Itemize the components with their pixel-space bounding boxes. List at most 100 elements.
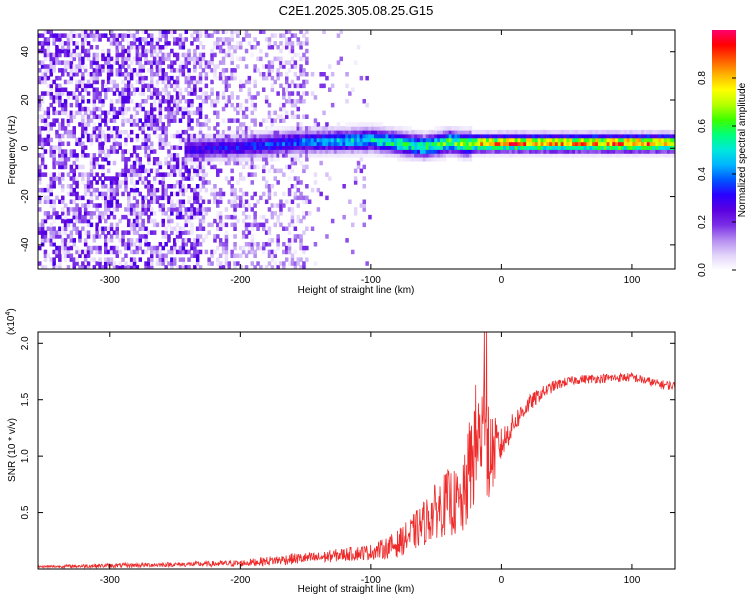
spectrogram-cell bbox=[322, 129, 326, 135]
snr-y-tick-label: 2.0 bbox=[20, 336, 31, 350]
spectrogram-cell bbox=[129, 60, 134, 65]
spectrogram-cell bbox=[523, 137, 527, 143]
spectrogram-cell bbox=[161, 176, 165, 181]
spectrogram-cell bbox=[144, 110, 148, 116]
spectrogram-cell bbox=[138, 257, 142, 262]
spectrogram-cell bbox=[540, 145, 545, 150]
spectrogram-cell bbox=[75, 102, 79, 108]
spectrogram-cell bbox=[509, 145, 513, 150]
spectrogram-cell bbox=[589, 129, 593, 135]
spectrogram-cell bbox=[158, 106, 163, 112]
spectrogram-cell bbox=[557, 137, 562, 143]
spectrogram-cell bbox=[224, 214, 229, 220]
spectrogram-cell bbox=[293, 60, 298, 65]
spectrogram-cell bbox=[52, 106, 56, 112]
spectrogram-cell bbox=[241, 230, 246, 235]
spectrogram-cell bbox=[49, 153, 53, 158]
spectrogram-cell bbox=[104, 242, 108, 247]
spectrogram-cell bbox=[61, 230, 65, 235]
spectrogram-cell bbox=[46, 199, 51, 204]
spectrogram-cell bbox=[262, 226, 266, 231]
spectrogram-cell bbox=[58, 184, 62, 189]
spectrogram-cell bbox=[207, 133, 211, 139]
spectrogram-cell bbox=[210, 102, 214, 108]
spectrogram-cell bbox=[299, 126, 303, 131]
spectrogram-cell bbox=[353, 180, 358, 185]
spectrogram-cell bbox=[408, 126, 412, 131]
spectrogram-cell bbox=[506, 133, 510, 139]
spectrogram-cell bbox=[132, 265, 137, 269]
spectrogram-cell bbox=[63, 164, 68, 170]
spectrogram-cell bbox=[241, 153, 246, 158]
spectrogram-cell bbox=[460, 133, 464, 139]
spectrogram-cell bbox=[190, 222, 194, 228]
spectrogram-cell bbox=[40, 145, 45, 150]
spectrogram-cell bbox=[227, 145, 231, 150]
spectrogram-cell bbox=[152, 218, 157, 224]
spectrogram-cell bbox=[75, 195, 79, 201]
spectrogram-cell bbox=[195, 214, 200, 220]
spectrogram-cell bbox=[63, 87, 68, 92]
spectrogram-cell bbox=[293, 265, 298, 269]
spectrogram-cell bbox=[49, 226, 53, 231]
spectrogram-cell bbox=[141, 126, 145, 131]
spectrogram-cell bbox=[282, 118, 286, 123]
spectrogram-cell bbox=[86, 33, 91, 38]
spectrogram-cell bbox=[204, 122, 209, 127]
spectrogram-cell bbox=[316, 137, 321, 143]
spectrogram-cell bbox=[621, 133, 625, 139]
spectrogram-cell bbox=[89, 60, 94, 65]
spectrogram-cell bbox=[150, 60, 154, 65]
spectrogram-cell bbox=[586, 133, 590, 139]
spectrogram-cell bbox=[428, 137, 433, 143]
spectrogram-cell bbox=[109, 191, 114, 197]
spectrogram-cell bbox=[480, 145, 484, 150]
spectrogram-cell bbox=[138, 64, 142, 69]
spectrogram-cell bbox=[181, 37, 186, 42]
spectrogram-cell bbox=[313, 133, 318, 139]
spectrogram-cell bbox=[595, 141, 599, 146]
spectrogram-cell bbox=[623, 145, 628, 150]
spectrogram-cell bbox=[672, 129, 675, 135]
spectrogram-cell bbox=[132, 195, 137, 201]
spectrogram-cell bbox=[468, 145, 473, 150]
spectrogram-cell bbox=[247, 145, 252, 150]
spectrogram-cell bbox=[170, 30, 174, 34]
spectrogram-cell bbox=[290, 141, 295, 146]
spectrogram-cell bbox=[150, 218, 154, 224]
spectrogram-cell bbox=[152, 118, 157, 123]
spectrogram-cell bbox=[247, 129, 252, 135]
spectrogram-cell bbox=[101, 195, 105, 201]
spectrogram-cell bbox=[282, 106, 286, 112]
spectrogram-cell bbox=[586, 145, 590, 150]
spectrogram-cell bbox=[233, 30, 237, 34]
spectrogram-cell bbox=[282, 102, 286, 108]
spectrogram-cell bbox=[267, 133, 272, 139]
spectrogram-cell bbox=[259, 157, 263, 162]
spectrogram-cell bbox=[480, 141, 484, 146]
spectrogram-cell bbox=[204, 72, 209, 77]
spectrogram-cell bbox=[164, 75, 168, 81]
spectrogram-cell bbox=[52, 203, 56, 208]
spectrogram-cell bbox=[310, 145, 315, 150]
spectrogram-cell bbox=[385, 126, 389, 131]
spectrogram-cell bbox=[127, 30, 131, 34]
spectrogram-cell bbox=[221, 222, 226, 228]
spectrogram-cell bbox=[233, 72, 237, 77]
spectrogram-cell bbox=[161, 33, 165, 38]
spectrogram-cell bbox=[589, 145, 593, 150]
spectrogram-cell bbox=[365, 122, 369, 127]
spectrogram-cell bbox=[46, 129, 51, 135]
spectrogram-cell bbox=[534, 141, 539, 146]
spectrogram-cell bbox=[348, 91, 352, 96]
spectrogram-cell bbox=[121, 234, 125, 239]
spectrogram-cell bbox=[552, 133, 556, 139]
spectrogram-cell bbox=[316, 207, 321, 212]
spectrogram-cell bbox=[313, 137, 318, 143]
spectrogram-cell bbox=[239, 83, 243, 89]
spectrogram-cell bbox=[655, 129, 659, 135]
spectrogram-cell bbox=[63, 238, 68, 243]
spectrogram-cell bbox=[250, 52, 254, 58]
spectrogram-cell bbox=[127, 56, 131, 62]
spectrogram-cell bbox=[69, 164, 74, 170]
